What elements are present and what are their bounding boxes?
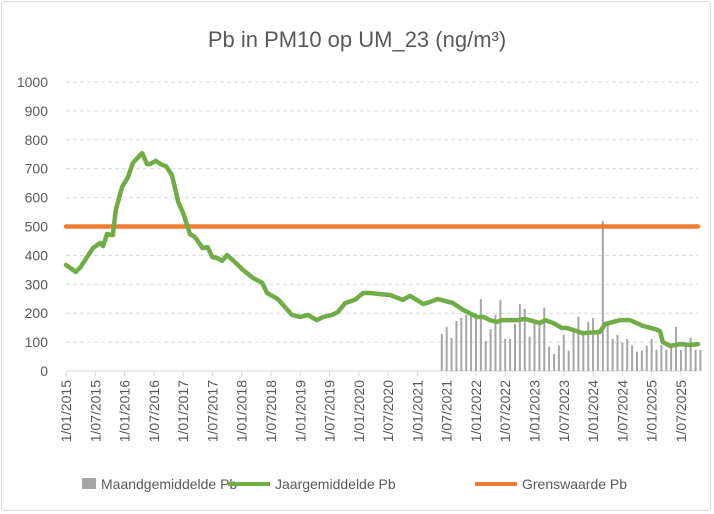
y-tick-label: 800 (25, 132, 49, 148)
bar-monthly (675, 326, 678, 371)
bar-monthly (689, 337, 692, 371)
x-tick-label: 1/01/2023 (527, 380, 543, 442)
bar-monthly (445, 326, 448, 371)
bar-monthly (635, 351, 638, 371)
bar-monthly (567, 350, 570, 371)
bar-monthly (611, 338, 614, 371)
bar-monthly (494, 314, 497, 371)
legend-swatch-monthly (82, 478, 96, 489)
bar-monthly (684, 346, 687, 371)
bar-monthly (504, 338, 507, 371)
bar-monthly (596, 332, 599, 371)
bar-monthly (528, 336, 531, 371)
bar-monthly (523, 308, 526, 371)
bar-monthly (474, 313, 477, 371)
x-tick-label: 1/01/2020 (351, 380, 367, 442)
bar-monthly (455, 321, 458, 371)
bar-monthly (631, 345, 634, 371)
bar-monthly (572, 332, 575, 371)
y-tick-label: 700 (25, 161, 49, 177)
x-tick-label: 1/07/2024 (614, 380, 630, 442)
x-tick-label: 1/07/2019 (322, 380, 338, 442)
x-tick-label: 1/07/2018 (263, 380, 279, 442)
bar-monthly (616, 334, 619, 371)
bar-monthly (699, 349, 702, 371)
x-tick-label: 1/07/2023 (556, 380, 572, 442)
legend-label-limit: Grenswaarde Pb (522, 476, 627, 492)
bar-monthly (543, 307, 546, 371)
bar-monthly (509, 338, 512, 371)
bar-monthly (479, 299, 482, 371)
bar-monthly (587, 321, 590, 371)
bar-monthly (465, 314, 468, 371)
bar-monthly (655, 349, 658, 371)
bar-monthly (557, 345, 560, 371)
bar-monthly (562, 334, 565, 371)
bar-monthly (460, 317, 463, 371)
x-tick-label: 1/01/2016 (117, 380, 133, 442)
legend: Maandgemiddelde Pb Jaargemiddelde Pb Gre… (82, 476, 627, 492)
y-tick-label: 0 (40, 363, 48, 379)
bar-monthly (694, 349, 697, 371)
bar-monthly (670, 346, 673, 371)
x-tick-label: 1/07/2022 (497, 380, 513, 442)
x-tick-label: 1/01/2024 (585, 380, 601, 442)
bar-monthly (499, 299, 502, 371)
legend-label-annual: Jaargemiddelde Pb (275, 476, 396, 492)
bar-monthly (645, 345, 648, 371)
x-tick-label: 1/07/2021 (439, 380, 455, 442)
bar-monthly (679, 349, 682, 371)
bar-monthly (665, 349, 668, 371)
x-tick-label: 1/01/2018 (234, 380, 250, 442)
bar-monthly (470, 313, 473, 371)
bar-monthly (592, 318, 595, 371)
bar-monthly (640, 350, 643, 371)
x-tick-label: 1/01/2017 (175, 380, 191, 442)
bar-monthly (513, 323, 516, 371)
x-tick-label: 1/01/2022 (468, 380, 484, 442)
bar-monthly (582, 331, 585, 371)
y-tick-label: 200 (25, 305, 49, 321)
x-tick-label: 1/07/2020 (380, 380, 396, 442)
bar-monthly (533, 323, 536, 371)
x-tick-label: 1/01/2021 (409, 380, 425, 442)
x-tick-label: 1/01/2019 (292, 380, 308, 442)
bar-monthly (621, 342, 624, 371)
y-tick-label: 1000 (17, 74, 48, 90)
bar-monthly (626, 338, 629, 371)
y-tick-label: 300 (25, 276, 49, 292)
bar-monthly (440, 334, 443, 371)
bar-monthly (538, 323, 541, 371)
y-tick-label: 500 (25, 219, 49, 235)
bar-monthly (489, 329, 492, 371)
bar-monthly (650, 338, 653, 371)
bar-monthly (601, 221, 604, 371)
x-tick-label: 1/01/2015 (58, 380, 74, 442)
x-tick-label: 1/07/2025 (673, 380, 689, 442)
bar-monthly (553, 353, 556, 371)
y-tick-label: 600 (25, 190, 49, 206)
bar-monthly (450, 337, 453, 371)
y-tick-label: 900 (25, 103, 49, 119)
bar-monthly (518, 303, 521, 371)
legend-label-monthly: Maandgemiddelde Pb (101, 476, 237, 492)
chart-title: Pb in PM10 op UM_23 (ng/m³) (208, 27, 506, 52)
x-tick-label: 1/01/2025 (644, 380, 660, 442)
bar-monthly (548, 346, 551, 371)
x-tick-label: 1/07/2017 (204, 380, 220, 442)
x-tick-label: 1/07/2016 (146, 380, 162, 442)
bar-monthly (484, 340, 487, 371)
x-tick-label: 1/07/2015 (87, 380, 103, 442)
y-tick-label: 400 (25, 247, 49, 263)
bar-monthly (660, 344, 663, 371)
line-jaargemiddelde (63, 150, 701, 349)
bar-monthly (606, 325, 609, 371)
y-tick-label: 100 (25, 334, 49, 350)
bar-monthly (577, 316, 580, 371)
